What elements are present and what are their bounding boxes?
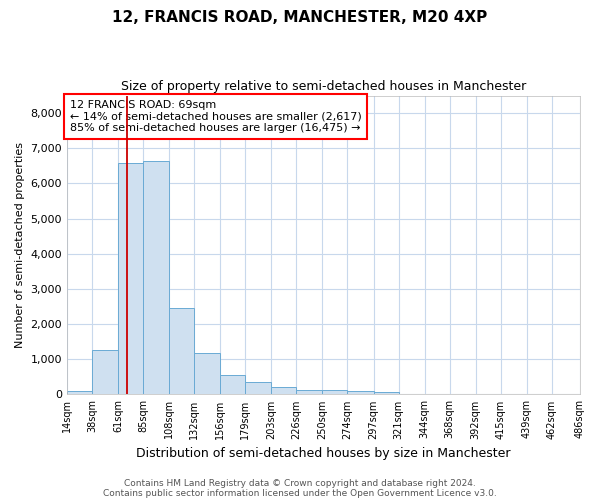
Text: Contains public sector information licensed under the Open Government Licence v3: Contains public sector information licen… bbox=[103, 488, 497, 498]
Bar bbox=[220, 374, 245, 394]
Title: Size of property relative to semi-detached houses in Manchester: Size of property relative to semi-detach… bbox=[121, 80, 526, 93]
Bar bbox=[347, 392, 374, 394]
Bar bbox=[374, 392, 398, 394]
Bar bbox=[169, 308, 194, 394]
Y-axis label: Number of semi-detached properties: Number of semi-detached properties bbox=[15, 142, 25, 348]
Text: 12, FRANCIS ROAD, MANCHESTER, M20 4XP: 12, FRANCIS ROAD, MANCHESTER, M20 4XP bbox=[112, 10, 488, 25]
Bar bbox=[296, 390, 322, 394]
Bar bbox=[271, 387, 296, 394]
Bar bbox=[245, 382, 271, 394]
Bar bbox=[194, 352, 220, 395]
Bar bbox=[118, 163, 143, 394]
Bar bbox=[322, 390, 347, 394]
X-axis label: Distribution of semi-detached houses by size in Manchester: Distribution of semi-detached houses by … bbox=[136, 447, 511, 460]
Bar bbox=[67, 391, 92, 394]
Bar bbox=[92, 350, 118, 395]
Text: Contains HM Land Registry data © Crown copyright and database right 2024.: Contains HM Land Registry data © Crown c… bbox=[124, 478, 476, 488]
Bar bbox=[143, 161, 169, 394]
Text: 12 FRANCIS ROAD: 69sqm
← 14% of semi-detached houses are smaller (2,617)
85% of : 12 FRANCIS ROAD: 69sqm ← 14% of semi-det… bbox=[70, 100, 361, 133]
